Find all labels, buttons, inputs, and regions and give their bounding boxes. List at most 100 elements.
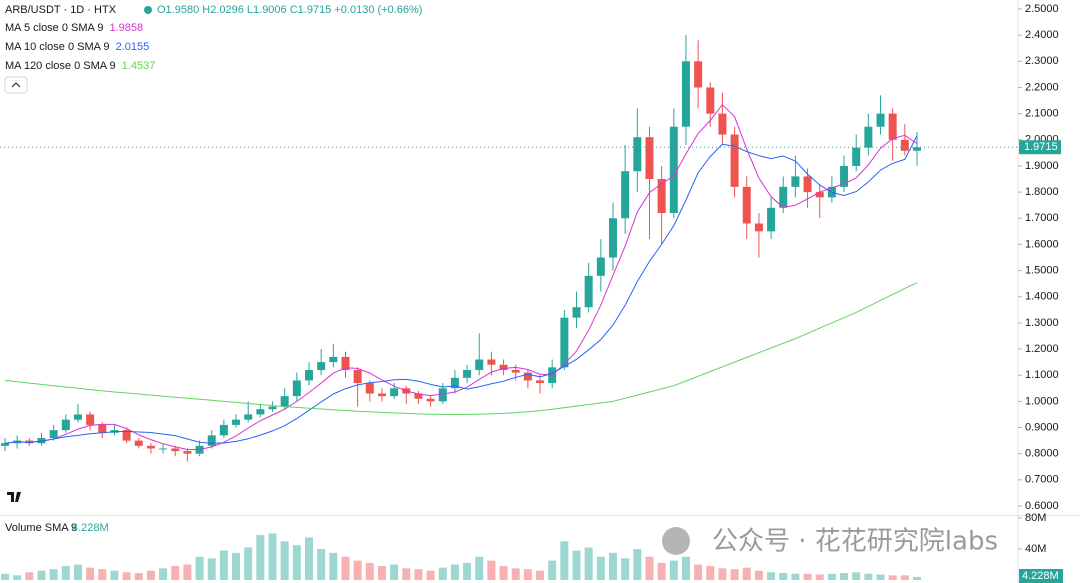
volume-bar <box>840 573 849 580</box>
candle-body <box>669 126 678 214</box>
volume-bar <box>13 575 22 580</box>
volume-bar <box>450 564 459 580</box>
volume-bar <box>572 550 581 580</box>
candle-body <box>864 126 873 148</box>
volume-bar <box>633 549 642 580</box>
volume-bar <box>523 569 532 580</box>
candle-body <box>305 369 313 381</box>
candle-body <box>657 179 666 214</box>
candle-body <box>219 424 228 436</box>
volume-bar <box>511 568 520 580</box>
candle-body <box>329 356 338 363</box>
candle-body <box>73 414 82 420</box>
last-price-box <box>1019 140 1061 155</box>
candle-body <box>244 414 253 420</box>
candle-body <box>377 393 386 397</box>
ma-legend: MA 5 close 0 SMA 9 <box>5 22 103 34</box>
volume-bar <box>754 570 763 580</box>
y-tick-label: 1.9000 <box>1025 160 1059 172</box>
candle-body <box>317 362 326 370</box>
candle-body <box>292 380 301 397</box>
volume-bar <box>402 568 411 580</box>
candle-body <box>718 113 727 135</box>
ma-legend: MA 120 close 0 SMA 9 <box>5 60 116 72</box>
candle-body <box>122 430 131 441</box>
candle-body <box>815 192 824 198</box>
candle-body <box>572 307 581 318</box>
volume-bar <box>803 573 812 580</box>
candle-body <box>207 435 216 446</box>
volume-bar <box>596 556 605 580</box>
volume-bar <box>256 535 265 580</box>
volume-bar <box>584 547 593 580</box>
candle-body <box>438 388 447 402</box>
candle-body <box>913 147 921 151</box>
volume-bar <box>791 573 800 580</box>
candle-body <box>840 165 849 187</box>
volume-bar <box>548 560 557 580</box>
moving-average <box>4 135 918 444</box>
candle-body <box>426 398 435 402</box>
volume-bar <box>390 564 399 580</box>
volume-bar <box>560 541 569 580</box>
volume-legend: Volume SMA 9 <box>5 522 77 534</box>
moving-average <box>4 282 918 415</box>
volume-bar <box>353 560 362 580</box>
y-tick-label: 1.2000 <box>1025 343 1059 355</box>
y-tick-label: 0.8000 <box>1025 448 1059 460</box>
y-tick-label: 2.1000 <box>1025 108 1059 120</box>
candle-body <box>159 448 168 450</box>
candle-body <box>596 257 605 276</box>
candle-body <box>779 186 788 208</box>
volume-bar <box>61 566 70 580</box>
volume-tick-label: 80M <box>1025 512 1046 524</box>
volume-bar <box>37 570 46 580</box>
collapse-icon <box>11 82 21 88</box>
y-tick-label: 2.2000 <box>1025 81 1059 93</box>
volume-bars <box>1 533 921 580</box>
candle-body <box>268 406 277 410</box>
volume-bar <box>779 573 788 580</box>
candle-body <box>609 218 617 258</box>
marks <box>1 35 921 580</box>
candle-body <box>390 388 399 397</box>
volume-sma-box <box>1019 569 1063 583</box>
candle-body <box>171 448 180 452</box>
volume-bar <box>49 569 58 580</box>
volume-bar <box>718 568 727 580</box>
candle-body <box>1 443 9 446</box>
candle-body <box>852 147 861 166</box>
ma-legend-value: 1.4537 <box>122 60 156 72</box>
volume-bar <box>827 573 836 580</box>
volume-bar <box>377 566 386 580</box>
candle-body <box>365 383 374 394</box>
candle-body <box>280 396 289 407</box>
volume-bar <box>706 566 715 580</box>
candle-body <box>621 171 630 219</box>
volume-bar <box>900 575 909 580</box>
volume-bar <box>876 574 885 580</box>
volume-bar <box>268 533 277 580</box>
volume-bar <box>669 560 678 580</box>
y-tick-label: 1.8000 <box>1025 186 1059 198</box>
volume-bar <box>25 572 34 580</box>
volume-bar <box>232 552 241 580</box>
collapse-button[interactable] <box>4 76 28 94</box>
candle-body <box>511 369 520 373</box>
y-tick-label: 1.3000 <box>1025 317 1059 329</box>
volume-bar <box>742 567 751 580</box>
volume-bar <box>463 562 472 580</box>
candle-body <box>414 393 423 399</box>
candle-body <box>499 364 508 370</box>
volume-bar <box>365 562 374 580</box>
volume-bar <box>536 570 545 580</box>
y-tick-label: 2.3000 <box>1025 55 1059 67</box>
watermark-icon <box>662 527 690 555</box>
candle-body <box>767 207 776 232</box>
volume-bar <box>207 558 216 580</box>
volume-bar <box>317 549 326 580</box>
volume-tick-label: 40M <box>1025 543 1046 555</box>
candle-body <box>584 275 593 308</box>
candle-body <box>353 369 362 384</box>
